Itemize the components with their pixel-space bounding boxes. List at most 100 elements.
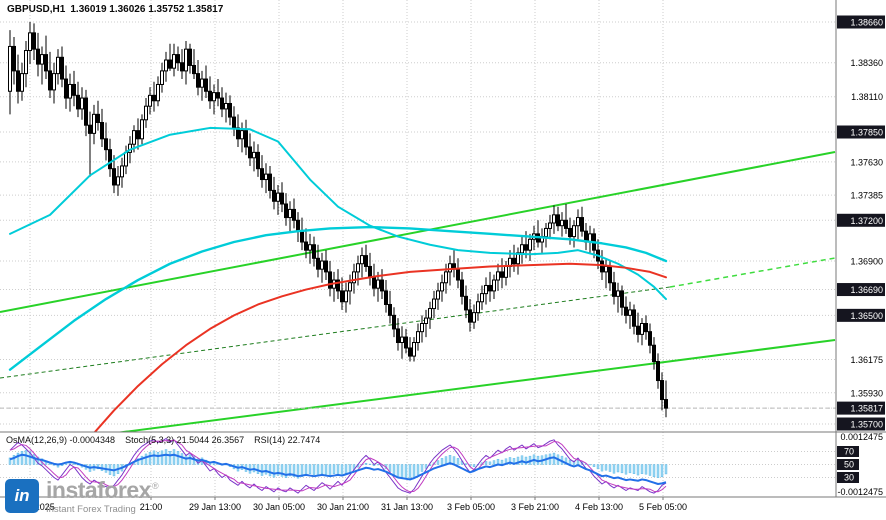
- candle-body: [480, 293, 484, 303]
- candle-body: [20, 73, 24, 92]
- candle-body: [632, 309, 636, 327]
- candle-body: [240, 130, 244, 140]
- candle-body: [176, 54, 180, 64]
- candle-body: [208, 90, 212, 102]
- instaforex-tagline: Instant Forex Trading: [46, 504, 136, 515]
- candle-body: [228, 102, 232, 118]
- candle-body: [420, 323, 424, 333]
- symbol-timeframe-label: GBPUSD,H1: [7, 4, 66, 15]
- candle-body: [132, 130, 136, 145]
- trendline-dashed-light: [669, 257, 836, 288]
- candle-body: [276, 192, 280, 202]
- candle-body: [104, 138, 108, 151]
- osma-scale-bottom: -0.0012475: [837, 487, 883, 497]
- candle-body: [100, 122, 104, 140]
- candle-body: [524, 244, 528, 251]
- candle-body: [192, 64, 196, 75]
- candle-body: [392, 314, 396, 330]
- candle-body: [496, 271, 500, 281]
- candle-body: [108, 149, 112, 170]
- ohlc-values: 1.36019 1.36026 1.35752 1.35817: [70, 4, 224, 15]
- candle-body: [84, 97, 88, 126]
- candle-body: [144, 105, 148, 121]
- instaforex-watermark: in instaforex® Instant Forex Trading: [5, 479, 159, 515]
- price-tick-label: 1.38660: [850, 18, 883, 28]
- price-tick-label: 1.36690: [850, 285, 883, 295]
- candle-body: [244, 130, 248, 148]
- candle-body: [168, 59, 172, 69]
- candle-body: [272, 189, 276, 202]
- candle-body: [320, 260, 324, 270]
- candle-body: [48, 70, 52, 91]
- candle-body: [112, 168, 116, 186]
- price-tick-label: 1.35930: [850, 388, 883, 398]
- candle-body: [356, 263, 360, 273]
- candle-body: [16, 70, 20, 92]
- price-tick-label: 1.37385: [850, 191, 883, 201]
- candle-body: [544, 227, 548, 238]
- frame: [0, 0, 886, 498]
- candle-body: [412, 342, 416, 357]
- candle-body: [580, 217, 584, 232]
- time-tick-label: 30 Jan 05:00: [253, 502, 305, 512]
- candle-body: [204, 78, 208, 92]
- candle-body: [36, 48, 40, 65]
- ma-slow-cyan: [8, 225, 668, 371]
- level-price-label: [837, 15, 885, 29]
- price-tick-label: 1.35817: [850, 404, 883, 414]
- rsi-label: RSI(14) 22.7474: [254, 435, 321, 445]
- candle-body: [172, 54, 176, 69]
- ma-fast-cyan: [9, 126, 667, 301]
- candle-body: [280, 192, 284, 205]
- candle-body: [408, 347, 412, 357]
- candle-body: [268, 173, 272, 191]
- candle-body: [460, 279, 464, 297]
- candle-body: [616, 290, 620, 297]
- candle-body: [80, 97, 84, 110]
- time-tick-label: 31 Jan 13:00: [381, 502, 433, 512]
- rsi-line: [9, 453, 667, 485]
- level-price-label: [837, 417, 885, 431]
- price-tick-label: 1.35700: [850, 420, 883, 430]
- time-tick-label: 21:00: [140, 502, 163, 512]
- candle-body: [432, 298, 436, 310]
- candle-body: [628, 309, 632, 316]
- candle-body: [380, 279, 384, 292]
- candle-body: [136, 130, 140, 140]
- price-tick-label: 1.36175: [850, 355, 883, 365]
- candle-body: [224, 102, 228, 110]
- time-tick-label: 3 Feb 05:00: [447, 502, 495, 512]
- current-price-label: [837, 401, 885, 415]
- candle-body: [428, 308, 432, 319]
- candle-body: [560, 219, 564, 227]
- candle-body: [384, 290, 388, 305]
- candle-body: [12, 45, 16, 72]
- candle-body: [296, 219, 300, 232]
- candle-body: [160, 70, 164, 85]
- price-axis-labels: 1.38660 1.38360 1.38110 1.37850 1.37630 1.373…: [837, 15, 885, 497]
- level-price-label: [837, 283, 885, 297]
- candle-body: [156, 83, 160, 102]
- time-tick-label: 4 Feb 13:00: [575, 502, 623, 512]
- candle-body: [360, 255, 364, 265]
- candle-body: [44, 54, 48, 72]
- candle-body: [196, 73, 200, 88]
- candle-body: [576, 217, 580, 227]
- candle-body: [664, 399, 668, 409]
- svg-text:70: 70: [844, 447, 854, 457]
- stoch-signal-line: [9, 439, 667, 493]
- candle-body: [312, 244, 316, 259]
- candle-body: [88, 124, 92, 134]
- level-price-label: [837, 308, 885, 322]
- candle-body: [72, 83, 76, 96]
- candle-body: [116, 176, 120, 186]
- ma-red: [93, 262, 667, 432]
- candle-body: [488, 284, 492, 292]
- candle-body: [364, 255, 368, 267]
- price-tick-label: 1.38360: [850, 58, 883, 68]
- candle-body: [564, 219, 568, 229]
- candle-body: [284, 203, 288, 219]
- candle-body: [248, 146, 252, 159]
